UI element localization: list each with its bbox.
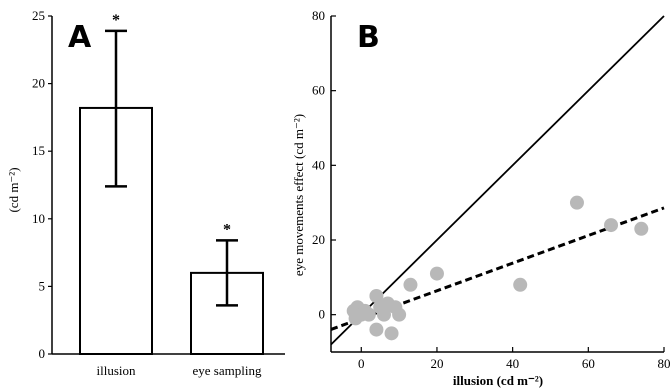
panel-a-y-tick-label: 15 [32,143,45,158]
panel-b-data-point [569,195,584,210]
panel-b-x-tick-label: 0 [358,356,365,371]
panel-b-data-point [369,289,384,303]
panel-b-data-point [376,307,391,322]
panel-a-y-axis-label: (cd m⁻²) [6,167,21,212]
panel-a-letter: A [68,20,92,55]
panel-b-y-tick-label: 60 [312,83,325,98]
panel-b-data-point [634,221,649,236]
panel-b-y-tick-label: 40 [312,157,325,172]
panel-a-y-tick-label: 20 [32,76,45,91]
panel-a-significance-star: * [223,221,231,238]
panel-a-category-label: eye sampling [193,363,262,378]
panel-b-letter: B [357,20,380,55]
panel-b-x-tick-label: 60 [582,356,595,371]
panel-b-x-tick-label: 40 [506,356,519,371]
panel-b-y-tick-label: 20 [312,232,325,247]
panel-b-y-tick-label: 0 [319,307,326,322]
panel-a-bar [190,271,264,356]
panel-a: 0 5 10 15 20 25 * illusion * eye sampling A (cd … [6,8,285,378]
panel-b-data-point [429,266,444,281]
panel-b-points [346,195,649,341]
panel-a-y-tick-label: 5 [39,278,46,293]
panel-a-y-tick-label: 0 [39,346,46,361]
panel-b-data-point [384,326,399,341]
panel-b-x-tick-label: 20 [430,356,443,371]
panel-b-y-tick-label: 80 [312,8,325,23]
panel-b-y-axis-label: eye movements effect (cd m⁻²) [291,114,306,276]
panel-b-data-point [513,277,528,292]
panel-a-category-label: illusion [96,363,136,378]
panel-b-data-point [392,307,407,322]
panel-b-data-point [361,307,376,322]
panel-b-x-tick-label: 80 [658,356,671,371]
panel-b: 0 20 40 60 80 0 20 40 60 80 B eye movements effec… [291,8,671,388]
panel-a-y-tick-label: 10 [32,211,45,226]
panel-a-significance-star: * [112,12,120,29]
panel-b-data-point [403,277,418,292]
panel-b-x-axis-label: illusion (cd m⁻²) [453,373,543,388]
panel-b-data-point [369,322,384,337]
panel-b-data-point [604,218,619,233]
panel-b-axes: 0 20 40 60 80 0 20 40 60 80 [312,8,671,371]
panel-a-y-tick-label: 25 [32,8,45,23]
panel-b-identity-line [330,15,665,346]
panel-a-bars: * illusion * eye sampling [79,12,264,378]
